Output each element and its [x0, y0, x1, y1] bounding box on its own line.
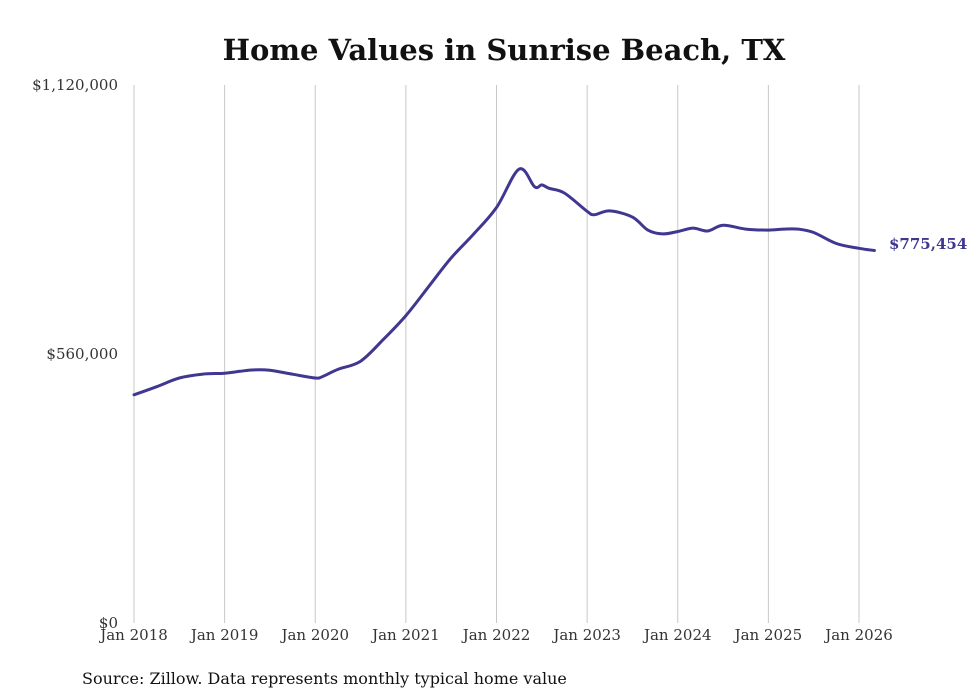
- x-tick-label: Jan 2018: [98, 626, 168, 644]
- x-tick-label: Jan 2021: [370, 626, 440, 644]
- y-tick-label: $1,120,000: [32, 76, 118, 94]
- x-tick-label: Jan 2024: [642, 626, 712, 644]
- y-axis-ticks: $0 $560,000 $1,120,000: [32, 76, 118, 632]
- x-tick-label: Jan 2022: [461, 626, 531, 644]
- chart-title: Home Values in Sunrise Beach, TX: [223, 33, 786, 67]
- x-tick-label: Jan 2025: [733, 626, 803, 644]
- end-value-label: $775,454: [889, 235, 967, 253]
- x-axis-ticks: Jan 2018 Jan 2019 Jan 2020 Jan 2021 Jan 2022…: [98, 626, 893, 644]
- x-tick-label: Jan 2020: [279, 626, 349, 644]
- y-tick-label: $560,000: [46, 345, 118, 363]
- x-tick-label: Jan 2023: [551, 626, 621, 644]
- series-line-home-value: [132, 167, 876, 397]
- source-note: Source: Zillow. Data represents monthly …: [82, 669, 567, 688]
- gridlines: [133, 85, 860, 623]
- x-tick-label: Jan 2026: [823, 626, 893, 644]
- x-tick-label: Jan 2019: [189, 626, 259, 644]
- y-tick-label: $0: [99, 614, 118, 632]
